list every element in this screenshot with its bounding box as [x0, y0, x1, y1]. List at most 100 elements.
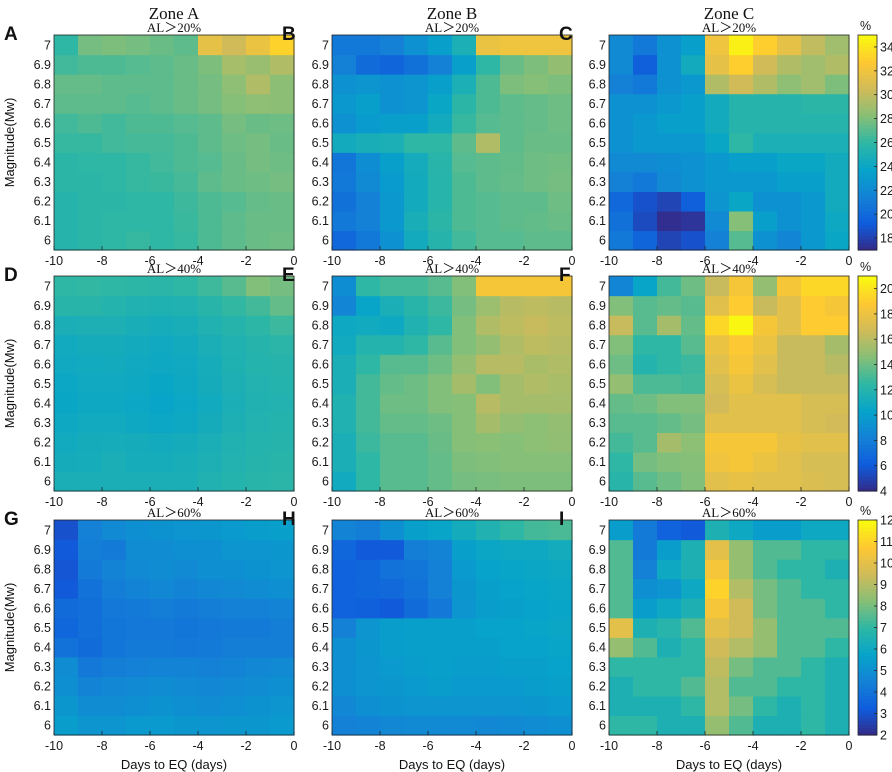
heatmap-cell: [126, 578, 151, 599]
heatmap-cell: [356, 559, 381, 580]
y-tick-label: 7: [599, 523, 606, 537]
heatmap-cell: [777, 617, 802, 638]
heatmap-cell: [548, 559, 573, 580]
heatmap-cell: [801, 393, 826, 414]
heatmap-cell: [428, 113, 453, 134]
colorbar-unit: %: [860, 19, 871, 33]
heatmap-cell: [657, 210, 682, 232]
heatmap-cell: [198, 393, 223, 414]
y-tick-label: 6.8: [589, 77, 606, 91]
heatmap-cell: [78, 230, 103, 251]
heatmap-cell: [657, 315, 682, 336]
heatmap-cell: [270, 210, 295, 232]
heatmap-cell: [657, 35, 682, 56]
heatmap-cell: [705, 637, 730, 658]
heatmap-cell: [270, 354, 295, 375]
heatmap-cell: [524, 191, 549, 212]
heatmap-cell: [681, 35, 706, 56]
heatmap-cell: [657, 74, 682, 95]
colorbar-tick-label: 6: [880, 643, 887, 657]
heatmap-cell: [126, 315, 151, 336]
heatmap-cell: [801, 210, 826, 232]
y-tick-label: 6: [322, 475, 329, 489]
heatmap-cell: [380, 74, 405, 95]
heatmap-cell: [705, 578, 730, 599]
heatmap-cell: [476, 35, 501, 56]
heatmap-cell: [380, 676, 405, 697]
heatmap-cell: [801, 471, 826, 492]
heatmap-cell: [78, 171, 103, 192]
y-tick-label: 6.3: [589, 416, 606, 430]
heatmap-cell: [681, 637, 706, 658]
heatmap-cell: [356, 152, 381, 173]
heatmap-cell: [633, 715, 658, 736]
colorbar-segment: [858, 326, 877, 331]
heatmap-cell: [753, 54, 778, 75]
heatmap-cell: [428, 578, 453, 599]
heatmap-cell: [633, 637, 658, 658]
y-tick-label: 6: [44, 475, 51, 489]
heatmap-cell: [681, 334, 706, 355]
heatmap-cell: [54, 578, 79, 599]
heatmap-cell: [657, 393, 682, 414]
heatmap-cell: [729, 451, 754, 473]
heatmap-cell: [270, 74, 295, 95]
heatmap-cell: [657, 578, 682, 599]
heatmap-cell: [428, 412, 453, 433]
heatmap-cell: [500, 113, 525, 134]
colorbar-segment: [858, 160, 877, 165]
colorbar-segment: [858, 598, 877, 604]
colorbar-segment: [858, 476, 877, 481]
heatmap-cell: [356, 191, 381, 212]
colorbar-segment: [858, 483, 877, 489]
colorbar-segment: [858, 286, 877, 291]
colorbar-segment: [858, 469, 877, 474]
colorbar-tick-label: 10: [880, 409, 892, 423]
heatmap-cell: [548, 520, 573, 541]
heatmap-cell: [524, 54, 549, 75]
x-tick-label: -6: [699, 739, 710, 753]
heatmap-cell: [222, 637, 247, 658]
heatmap-cell: [126, 695, 151, 717]
heatmap-cell: [633, 373, 658, 394]
heatmap-cell: [332, 191, 357, 212]
heatmap-cell: [246, 393, 271, 414]
heatmap-cell: [102, 578, 127, 599]
heatmap-cell: [126, 191, 151, 212]
heatmap-cell: [222, 191, 247, 212]
y-tick-label: 6.8: [312, 562, 329, 576]
colorbar-segment: [858, 308, 877, 313]
heatmap-cell: [524, 471, 549, 492]
y-tick-label: 6.8: [34, 562, 51, 576]
heatmap-cell: [428, 393, 453, 414]
x-tick-label: -4: [192, 495, 203, 509]
colorbar-segment: [858, 473, 877, 478]
y-tick-label: 6.6: [312, 602, 329, 616]
x-tick-label: -8: [374, 254, 385, 268]
heatmap-cell: [753, 113, 778, 134]
y-tick-label: 6: [44, 234, 51, 248]
colorbar-segment: [858, 70, 877, 76]
heatmap-cell: [126, 432, 151, 453]
heatmap-cell: [78, 637, 103, 658]
heatmap-cell: [524, 520, 549, 541]
y-tick-label: 6.7: [34, 582, 51, 596]
heatmap-cell: [705, 715, 730, 736]
heatmap-cell: [102, 559, 127, 580]
colorbar-segment: [858, 235, 877, 240]
heatmap-cell: [246, 598, 271, 619]
colorbar-segment: [858, 185, 877, 190]
heatmap-cell: [524, 210, 549, 232]
y-tick-label: 6.3: [312, 660, 329, 674]
heatmap-cell: [705, 113, 730, 134]
y-tick-label: 6.7: [312, 582, 329, 596]
y-tick-label: 6.5: [34, 621, 51, 635]
y-tick-label: 6.7: [589, 582, 606, 596]
y-tick-label: 7: [322, 279, 329, 293]
colorbar-tick-label: 5: [880, 664, 887, 678]
heatmap-cell: [78, 656, 103, 677]
heatmap-cell: [332, 276, 357, 297]
heatmap-cell: [657, 412, 682, 433]
colorbar-segment: [858, 199, 877, 205]
